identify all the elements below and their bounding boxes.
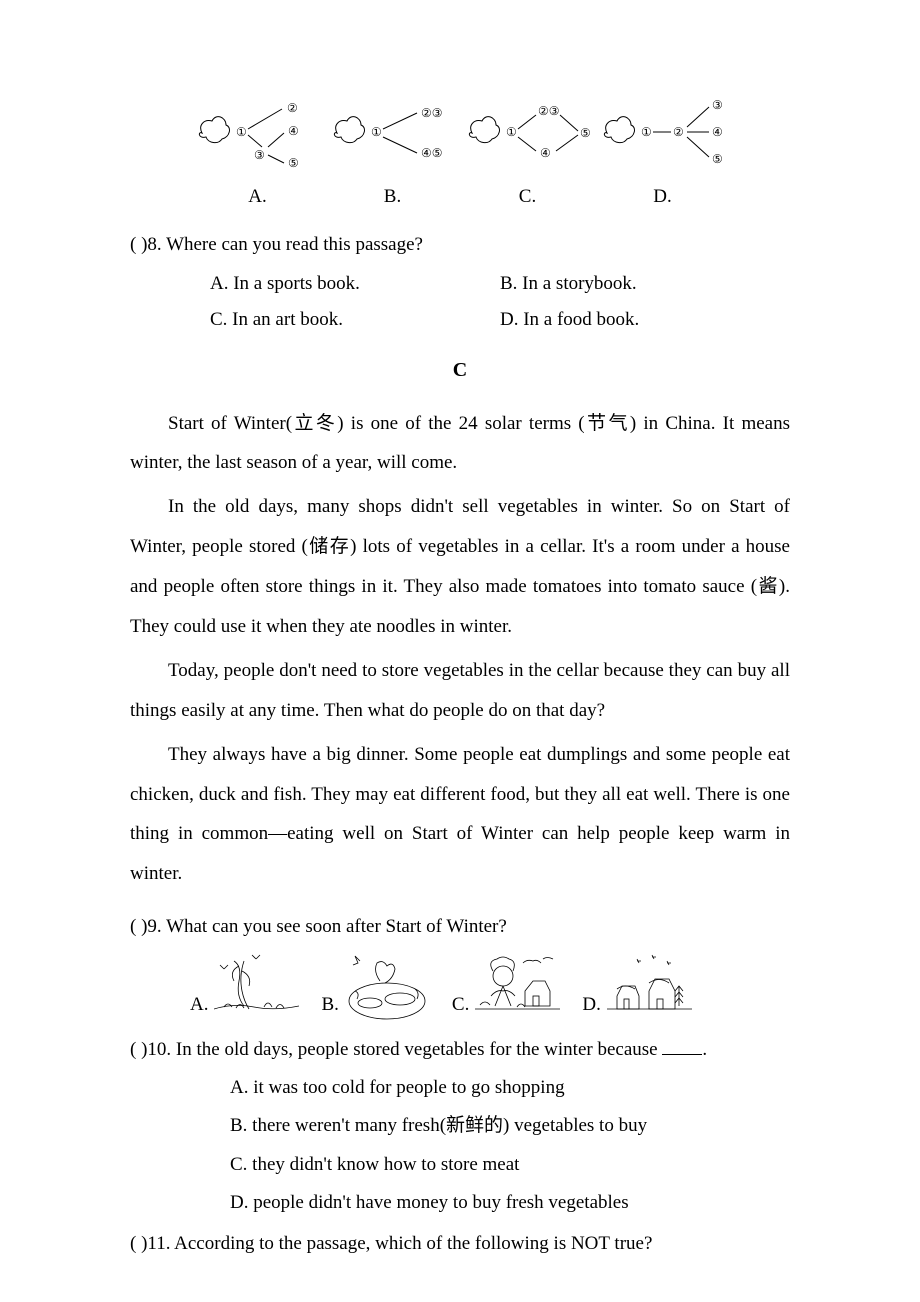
svg-text:②: ② xyxy=(673,125,684,139)
q9-options: A. B. xyxy=(130,951,790,1021)
q9-option-a: A. xyxy=(190,951,299,1021)
q9-prefix: ( )9. xyxy=(130,916,166,937)
svg-text:⑤: ⑤ xyxy=(712,152,723,166)
svg-text:①: ① xyxy=(506,125,517,139)
q8-option-b: B. In a storybook. xyxy=(500,269,790,299)
tree-diagram-b-icon: ① ②③ ④⑤ xyxy=(325,95,460,170)
q8-options: A. In a sports book. B. In a storybook. … xyxy=(130,269,790,336)
diagram-d-label: D. xyxy=(653,182,671,212)
question-10: ( )10. In the old days, people stored ve… xyxy=(130,1035,790,1065)
q8-option-d: D. In a food book. xyxy=(500,305,790,335)
tree-diagram-a-icon: ① ② ③ ④ ⑤ xyxy=(190,95,325,170)
q10-option-b: B. there weren't many fresh(新鲜的) vegetab… xyxy=(230,1111,790,1141)
q10-option-c: C. they didn't know how to store meat xyxy=(230,1150,790,1180)
q10-text-after: . xyxy=(702,1039,707,1060)
q10-text-before: In the old days, people stored vegetable… xyxy=(176,1039,662,1060)
spring-scene-icon xyxy=(214,951,299,1021)
q9-option-d: D. xyxy=(582,951,691,1021)
q10-option-d: D. people didn't have money to buy fresh… xyxy=(230,1188,790,1218)
passage-paragraph-4: They always have a big dinner. Some peop… xyxy=(130,735,790,895)
fill-blank xyxy=(662,1036,702,1055)
autumn-harvest-icon xyxy=(475,951,560,1021)
q10-option-a: A. it was too cold for people to go shop… xyxy=(230,1073,790,1103)
q8-text: Where can you read this passage? xyxy=(166,234,423,255)
diagram-a-label: A. xyxy=(248,182,266,212)
q10-options: A. it was too cold for people to go shop… xyxy=(130,1073,790,1219)
q9-label-b: B. xyxy=(321,990,338,1020)
question-9: ( )9. What can you see soon after Start … xyxy=(130,912,790,942)
winter-snow-icon xyxy=(607,951,692,1021)
passage-paragraph-2: In the old days, many shops didn't sell … xyxy=(130,487,790,647)
diagram-options-row: ① ② ③ ④ ⑤ A. ① ②③ ④⑤ B. xyxy=(130,95,790,212)
q11-text: According to the passage, which of the f… xyxy=(174,1233,652,1254)
svg-text:①: ① xyxy=(641,125,652,139)
q9-option-b: B. xyxy=(321,951,429,1021)
diagram-c-label: C. xyxy=(519,182,536,212)
q10-prefix: ( )10. xyxy=(130,1039,176,1060)
q8-option-a: A. In a sports book. xyxy=(210,269,500,299)
svg-text:②: ② xyxy=(287,101,298,115)
passage-paragraph-3: Today, people don't need to store vegeta… xyxy=(130,651,790,731)
q11-prefix: ( )11. xyxy=(130,1233,174,1254)
diagram-option-b: ① ②③ ④⑤ B. xyxy=(325,95,460,212)
svg-text:③: ③ xyxy=(712,98,723,112)
q9-label-c: C. xyxy=(452,990,469,1020)
question-11: ( )11. According to the passage, which o… xyxy=(130,1229,790,1259)
svg-text:①: ① xyxy=(236,125,247,139)
q9-label-a: A. xyxy=(190,990,208,1020)
q9-option-c: C. xyxy=(452,951,560,1021)
svg-text:④: ④ xyxy=(540,146,551,160)
passage-paragraph-1: Start of Winter(立冬) is one of the 24 sol… xyxy=(130,404,790,484)
q9-text: What can you see soon after Start of Win… xyxy=(166,916,507,937)
tree-diagram-d-icon: ① ② ③ ④ ⑤ xyxy=(595,95,730,170)
q8-option-c: C. In an art book. xyxy=(210,305,500,335)
diagram-option-c: ① ②③ ④ ⑤ C. xyxy=(460,95,595,212)
diagram-option-d: ① ② ③ ④ ⑤ D. xyxy=(595,95,730,212)
svg-text:⑤: ⑤ xyxy=(580,126,591,140)
svg-text:④: ④ xyxy=(712,125,723,139)
svg-text:④⑤: ④⑤ xyxy=(421,146,443,160)
svg-text:③: ③ xyxy=(254,148,265,162)
q9-label-d: D. xyxy=(582,990,600,1020)
tree-diagram-c-icon: ① ②③ ④ ⑤ xyxy=(460,95,595,170)
lotus-pond-icon xyxy=(345,951,430,1021)
question-8: ( )8. Where can you read this passage? xyxy=(130,230,790,260)
svg-text:②③: ②③ xyxy=(421,106,443,120)
svg-text:④: ④ xyxy=(288,124,299,138)
diagram-b-label: B. xyxy=(384,182,401,212)
q8-prefix: ( )8. xyxy=(130,234,166,255)
diagram-option-a: ① ② ③ ④ ⑤ A. xyxy=(190,95,325,212)
passage-title: C xyxy=(130,354,790,386)
svg-text:①: ① xyxy=(371,125,382,139)
svg-text:②③: ②③ xyxy=(538,104,560,118)
svg-text:⑤: ⑤ xyxy=(288,156,299,170)
